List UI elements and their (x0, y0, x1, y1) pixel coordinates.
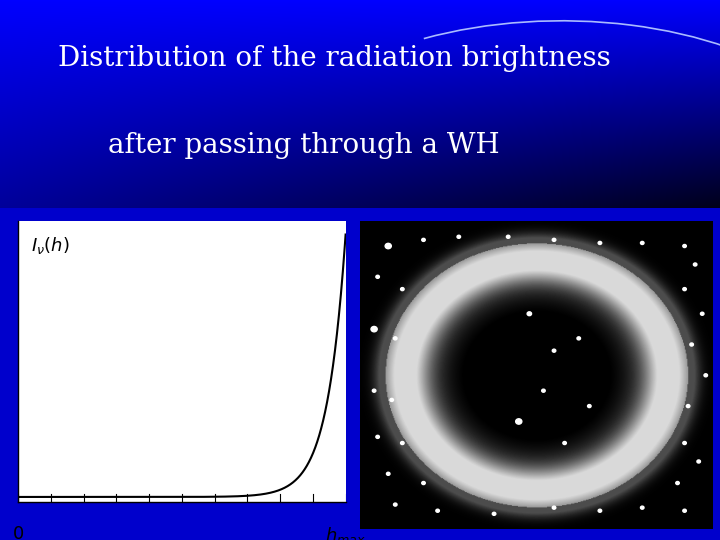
Circle shape (422, 238, 426, 241)
Circle shape (422, 482, 426, 484)
Circle shape (693, 263, 697, 266)
Circle shape (376, 435, 379, 438)
Circle shape (492, 512, 496, 515)
Circle shape (552, 506, 556, 509)
Circle shape (690, 343, 693, 346)
Circle shape (563, 442, 567, 444)
Circle shape (527, 312, 531, 316)
Circle shape (552, 349, 556, 352)
Circle shape (704, 374, 708, 377)
Circle shape (371, 327, 377, 332)
Text: after passing through a WH: after passing through a WH (108, 132, 500, 159)
Circle shape (577, 337, 580, 340)
Circle shape (598, 509, 602, 512)
Circle shape (588, 404, 591, 408)
Circle shape (697, 460, 701, 463)
Circle shape (372, 389, 376, 392)
Circle shape (376, 275, 379, 278)
Circle shape (686, 404, 690, 408)
Circle shape (394, 337, 397, 340)
Circle shape (390, 399, 394, 401)
Text: 0: 0 (12, 525, 24, 540)
Circle shape (400, 442, 404, 444)
Text: Distribution of the radiation brightness: Distribution of the radiation brightness (58, 45, 611, 72)
Circle shape (683, 509, 686, 512)
Circle shape (436, 509, 439, 512)
Circle shape (457, 235, 461, 238)
Circle shape (683, 245, 686, 247)
Circle shape (516, 419, 522, 424)
Circle shape (641, 506, 644, 509)
Circle shape (394, 503, 397, 506)
Circle shape (387, 472, 390, 475)
Circle shape (683, 442, 686, 444)
Circle shape (683, 288, 686, 291)
Circle shape (400, 288, 404, 291)
Circle shape (701, 312, 704, 315)
Circle shape (552, 238, 556, 241)
Circle shape (598, 241, 602, 245)
Circle shape (641, 241, 644, 245)
Text: $I_\nu(h)$: $I_\nu(h)$ (31, 235, 70, 256)
Circle shape (676, 482, 679, 484)
Text: $h_{max}$: $h_{max}$ (325, 525, 366, 540)
Circle shape (506, 235, 510, 238)
Circle shape (385, 244, 391, 249)
Circle shape (541, 389, 545, 392)
